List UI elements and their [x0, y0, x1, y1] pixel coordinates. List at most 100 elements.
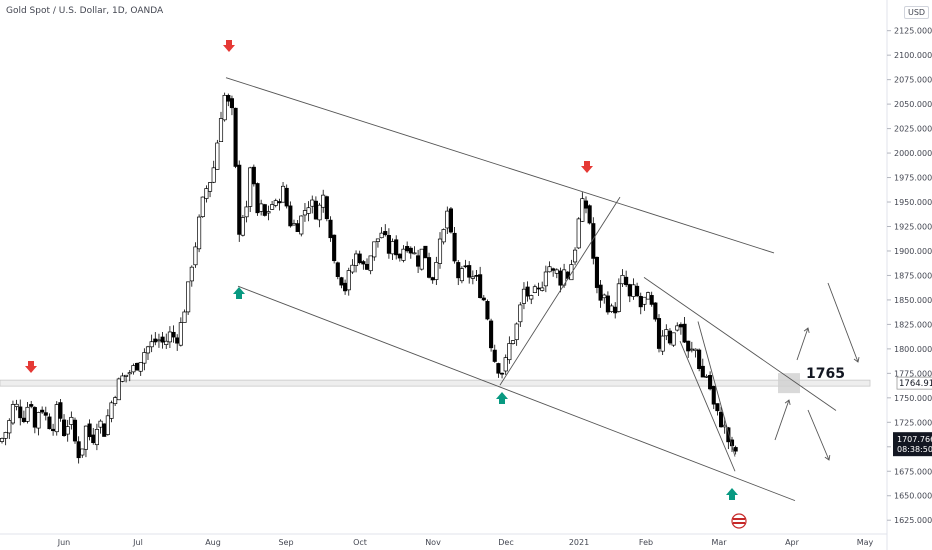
candle — [503, 354, 508, 375]
candle — [215, 139, 220, 170]
candle-body-up — [83, 425, 89, 450]
candle-body-up — [503, 357, 508, 372]
candle — [620, 269, 625, 288]
candle — [142, 348, 147, 371]
candle-body-up — [664, 329, 669, 337]
candle-body-up — [704, 375, 709, 378]
candle-body-down — [463, 265, 468, 268]
candle-body-down — [594, 256, 600, 288]
candle — [244, 200, 249, 223]
candle-body-down — [277, 201, 282, 204]
candle — [437, 232, 443, 269]
candle-body-up — [569, 264, 574, 281]
candle-body-down — [605, 295, 610, 313]
candle-body-down — [284, 187, 289, 207]
candle — [416, 249, 421, 274]
candle-body-up — [120, 375, 125, 382]
candle-body-up — [36, 412, 41, 429]
candle-body-down — [87, 423, 92, 438]
candle-body-up — [572, 249, 578, 263]
candle — [164, 333, 169, 349]
candle-body-down — [427, 257, 432, 278]
candle-body-up — [211, 167, 216, 183]
candle-body-up — [14, 403, 19, 407]
candle-body-up — [547, 266, 552, 273]
candle — [459, 266, 464, 284]
candle — [259, 199, 264, 216]
candle-body-down — [226, 95, 231, 102]
candle-body-up — [660, 335, 665, 352]
candle-body-up — [54, 404, 59, 433]
candle — [266, 205, 271, 221]
candle-body-down — [686, 340, 691, 352]
candle-body-up — [401, 248, 406, 261]
y-tick-label: 1650.000 — [894, 492, 932, 501]
candle — [310, 195, 315, 214]
candle-body-down — [47, 416, 52, 430]
candle — [678, 322, 683, 335]
candle-body-up — [218, 118, 224, 142]
candle — [54, 401, 59, 436]
x-tick-label: Aug — [205, 538, 221, 547]
projection-up-2 — [774, 399, 790, 441]
candle — [237, 160, 242, 242]
candle-body-up — [182, 311, 187, 323]
candle — [229, 95, 235, 116]
candle-body-down — [667, 330, 673, 344]
candle-body-up — [259, 203, 264, 212]
candle — [554, 268, 559, 279]
candle-body-up — [412, 252, 417, 255]
candle-body-down — [397, 253, 402, 259]
candle-body-up — [273, 200, 278, 206]
candle-body-down — [474, 275, 479, 277]
candle-body-down — [558, 270, 563, 286]
candle-body-up — [321, 194, 326, 208]
candle-body-down — [40, 409, 45, 413]
y-tick-label: 2025.000 — [894, 125, 932, 134]
candle — [255, 182, 260, 216]
currency-badge[interactable]: USD — [904, 6, 930, 19]
candle — [284, 184, 289, 209]
candle — [233, 107, 238, 169]
candle — [456, 260, 461, 286]
candle — [474, 269, 479, 281]
x-tick-label: 2021 — [569, 538, 589, 547]
candle-body-up — [642, 296, 647, 305]
candle-body-up — [7, 420, 12, 434]
candle — [182, 309, 187, 323]
candle-body-up — [675, 325, 680, 331]
candle — [0, 437, 5, 444]
candle-body-up — [80, 448, 85, 456]
candle-body-down — [416, 255, 421, 267]
candle-body-down — [715, 403, 720, 412]
candle-body-up — [131, 365, 136, 373]
trendlines — [225, 77, 860, 502]
candle-body-up — [240, 217, 245, 236]
candle-body-down — [29, 404, 34, 407]
candle — [189, 265, 194, 287]
candle — [218, 111, 224, 142]
y-tick-label: 1875.000 — [894, 271, 932, 280]
candle — [131, 363, 136, 375]
candle-body-up — [10, 404, 16, 424]
candle — [94, 423, 99, 451]
candle — [153, 332, 158, 346]
candle-body-up — [602, 294, 607, 299]
candle — [32, 406, 37, 434]
candle-body-up — [69, 416, 74, 425]
candle-body-down — [364, 263, 370, 270]
y-tick-label: 1725.000 — [894, 418, 932, 427]
candle — [346, 267, 351, 296]
candle — [543, 265, 548, 293]
candle-body-down — [102, 423, 107, 437]
candle — [532, 284, 537, 294]
candle-body-up — [507, 343, 512, 361]
candle-body-down — [496, 363, 501, 374]
upper-channel-line — [225, 77, 775, 254]
candle — [262, 203, 267, 217]
candle — [671, 332, 676, 347]
economic-event-icon[interactable] — [731, 513, 747, 529]
candle — [160, 332, 165, 349]
candle — [124, 374, 129, 383]
